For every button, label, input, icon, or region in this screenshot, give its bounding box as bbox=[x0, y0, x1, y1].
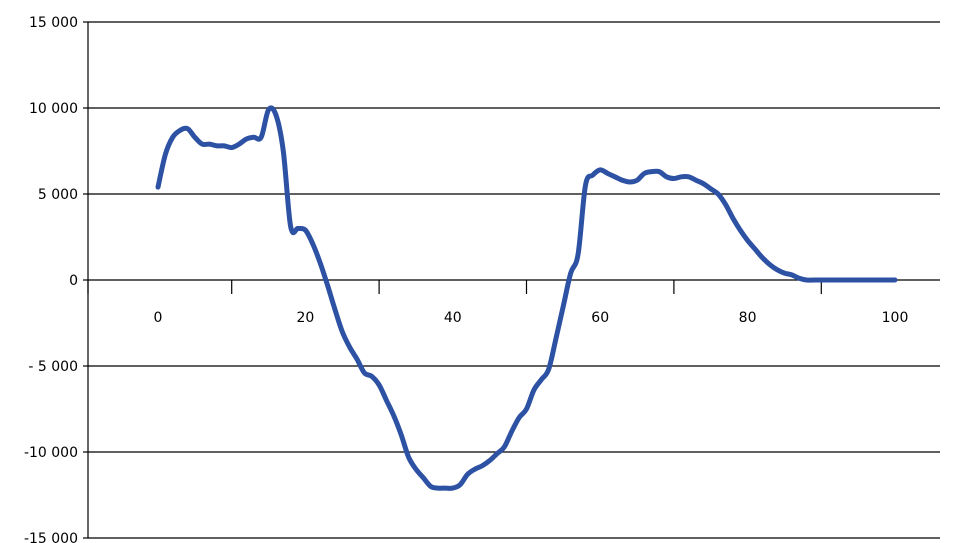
series-line bbox=[155, 105, 898, 491]
x-tick-label: 60 bbox=[591, 310, 609, 326]
gridlines bbox=[88, 21, 940, 539]
y-tick-label: -10 000 bbox=[24, 445, 78, 461]
x-tick-label: 0 bbox=[154, 310, 163, 326]
x-tick-label: 80 bbox=[739, 310, 757, 326]
y-tick-label: 0 bbox=[69, 273, 78, 289]
y-tick-label: 5 000 bbox=[38, 187, 78, 203]
x-tick-label: 100 bbox=[882, 310, 909, 326]
x-axis-ticks: 0 20 40 60 80 100 bbox=[87, 280, 909, 326]
y-axis-ticks: 15 000 10 000 5 000 0 - 5 000 -10 000 -15 000 bbox=[24, 15, 88, 543]
y-tick-label: -15 000 bbox=[24, 531, 78, 543]
y-tick-label: 15 000 bbox=[29, 15, 78, 31]
x-tick-label: 40 bbox=[444, 310, 462, 326]
y-tick-label: 10 000 bbox=[29, 101, 78, 117]
y-tick-label: - 5 000 bbox=[28, 359, 78, 375]
x-tick-label: 20 bbox=[296, 310, 314, 326]
plot-area bbox=[155, 105, 898, 491]
